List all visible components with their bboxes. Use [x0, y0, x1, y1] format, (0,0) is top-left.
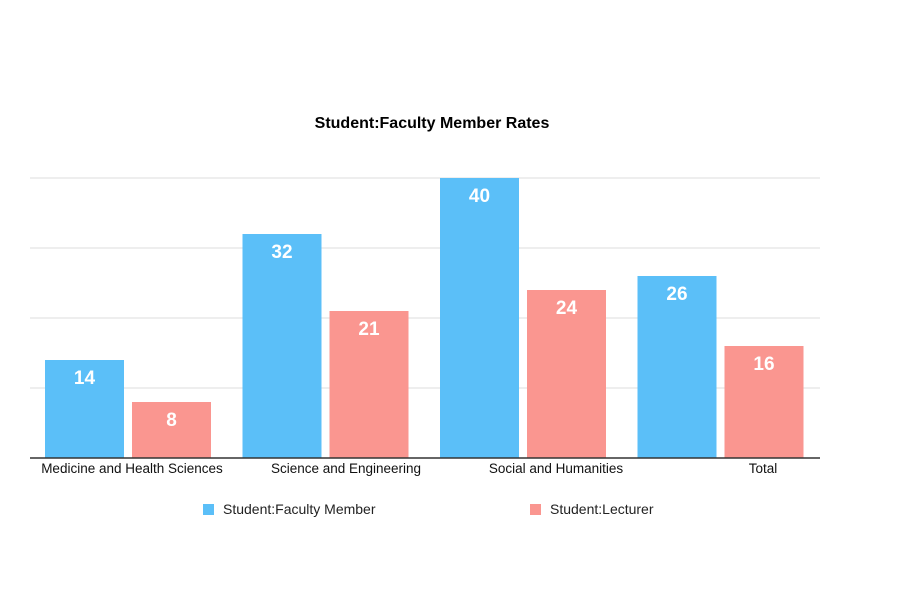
- legend-label-1: Student:Lecturer: [550, 501, 654, 517]
- value-label-1-3: 16: [753, 354, 774, 375]
- value-label-1-2: 24: [556, 298, 578, 319]
- bar-lecturer-0: [132, 402, 211, 458]
- bar-lecturer-1: [329, 311, 409, 458]
- value-label-0-2: 40: [469, 186, 490, 207]
- bars: [45, 178, 804, 458]
- category-label-3: Total: [749, 461, 778, 476]
- chart-title: Student:Faculty Member Rates: [315, 115, 550, 132]
- value-labels: 14 8 32 21 40 24 26 16: [74, 186, 775, 431]
- legend-swatch-1: [530, 504, 541, 515]
- value-label-1-0: 8: [166, 410, 177, 431]
- value-label-0-1: 32: [271, 242, 292, 263]
- category-label-0: Medicine and Health Sciences: [41, 461, 223, 476]
- bar-faculty-1: [242, 234, 322, 458]
- bar-faculty-2: [440, 178, 519, 458]
- legend-label-0: Student:Faculty Member: [223, 501, 376, 517]
- category-labels: Medicine and Health Sciences Science and …: [41, 461, 777, 476]
- value-label-0-0: 14: [74, 368, 96, 389]
- bar-lecturer-3: [724, 346, 804, 458]
- value-label-0-3: 26: [666, 284, 687, 305]
- value-label-1-1: 21: [358, 319, 380, 340]
- bar-lecturer-2: [527, 290, 606, 458]
- bar-faculty-0: [45, 360, 124, 458]
- legend: Student:Faculty Member Student:Lecturer: [203, 501, 654, 517]
- legend-swatch-0: [203, 504, 214, 515]
- bar-faculty-3: [637, 276, 717, 458]
- category-label-2: Social and Humanities: [489, 461, 624, 476]
- category-label-1: Science and Engineering: [271, 461, 421, 476]
